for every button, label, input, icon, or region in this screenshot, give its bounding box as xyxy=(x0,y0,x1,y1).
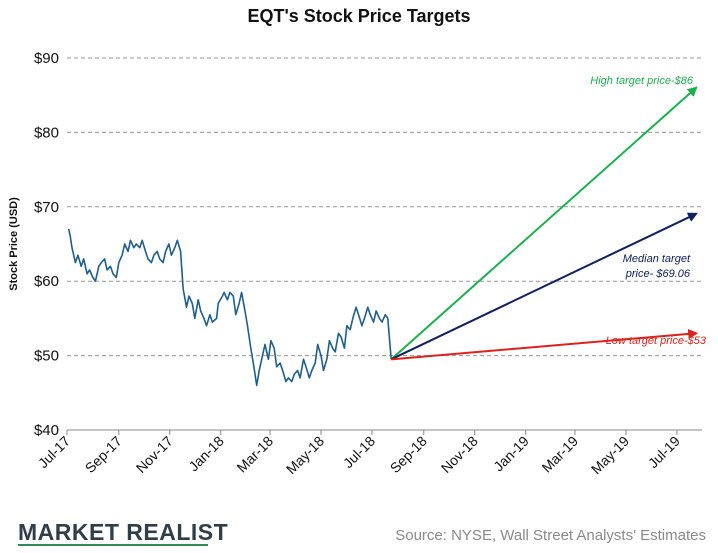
target-label-median-line-1: Median target xyxy=(623,253,691,265)
source-note: Source: NYSE, Wall Street Analysts' Esti… xyxy=(395,527,706,544)
x-tick-label: Jul-18 xyxy=(340,433,378,471)
y-tick-label: $60 xyxy=(34,273,59,290)
x-tick-label: Nov-17 xyxy=(133,433,176,476)
x-tick-label: May-18 xyxy=(283,433,327,477)
y-tick-label: $40 xyxy=(34,422,59,439)
x-tick-label: Mar-19 xyxy=(538,433,581,476)
x-tick-label: Mar-18 xyxy=(233,433,276,476)
market-realist-logo: MARKET REALIST xyxy=(18,519,229,545)
target-label-high: High target price-$86 xyxy=(590,75,694,87)
y-tick-label: $90 xyxy=(34,50,59,67)
series-line-price xyxy=(67,228,392,387)
logo-underline xyxy=(18,544,208,546)
target-label-low: Low target price-$53 xyxy=(606,335,707,347)
x-tick-label: Jul-19 xyxy=(645,433,683,471)
chart-title: EQT's Stock Price Targets xyxy=(247,6,471,26)
y-tick-label: $50 xyxy=(34,348,59,365)
y-axis-label: Stock Price (USD) xyxy=(8,197,20,291)
x-tick-label: Sep-18 xyxy=(387,433,430,476)
target-arrow-high xyxy=(390,86,698,361)
target-arrow-low xyxy=(391,328,699,361)
x-tick-label: May-19 xyxy=(588,433,632,477)
target-label-median-line-2: price- $69.06 xyxy=(625,268,691,280)
x-tick-label: Nov-18 xyxy=(438,433,481,476)
y-tick-label: $70 xyxy=(34,199,59,216)
x-tick-label: Jan-19 xyxy=(490,433,532,475)
x-tick-label: Jan-18 xyxy=(185,433,227,475)
target-arrow-median xyxy=(390,212,698,361)
x-tick-label: Sep-17 xyxy=(82,433,125,476)
y-tick-label: $80 xyxy=(34,124,59,141)
